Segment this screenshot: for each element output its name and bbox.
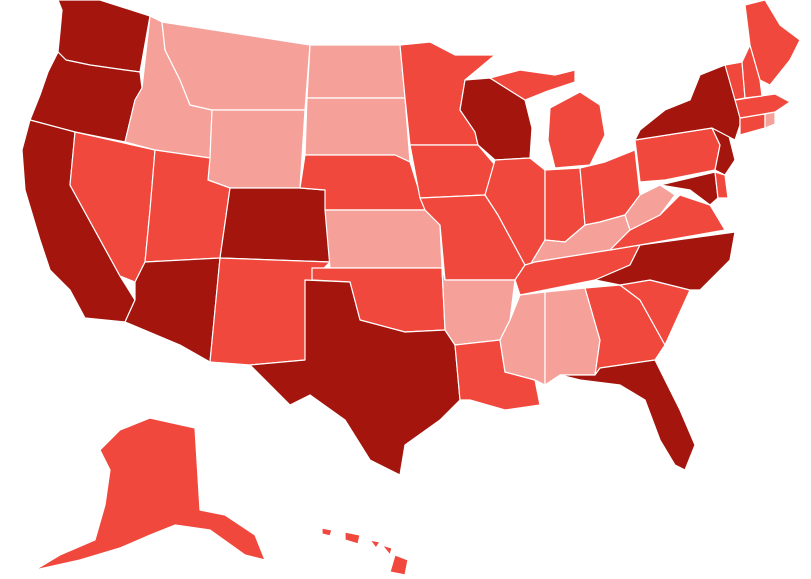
state-ri[interactable] [764, 111, 776, 129]
state-ms[interactable] [499, 291, 546, 386]
state-az[interactable] [124, 257, 221, 363]
state-wv[interactable] [624, 184, 676, 231]
state-ma[interactable] [734, 93, 791, 119]
state-hi[interactable] [321, 527, 409, 576]
state-nh[interactable] [741, 44, 763, 99]
state-mi[interactable] [547, 91, 606, 169]
state-ia[interactable] [409, 144, 496, 199]
state-nd[interactable] [306, 44, 406, 99]
state-ak[interactable] [34, 417, 266, 571]
state-ny[interactable] [634, 64, 741, 141]
state-fl[interactable] [559, 359, 696, 471]
state-de[interactable] [714, 171, 729, 199]
state-tx[interactable] [249, 279, 461, 476]
state-ks[interactable] [324, 209, 443, 269]
state-co[interactable] [219, 187, 331, 263]
state-md[interactable] [659, 171, 719, 206]
state-sd[interactable] [304, 97, 411, 163]
state-me[interactable] [744, 0, 801, 86]
state-mi-up[interactable] [489, 69, 576, 101]
state-wy[interactable] [207, 109, 306, 189]
state-nc[interactable] [594, 231, 736, 291]
